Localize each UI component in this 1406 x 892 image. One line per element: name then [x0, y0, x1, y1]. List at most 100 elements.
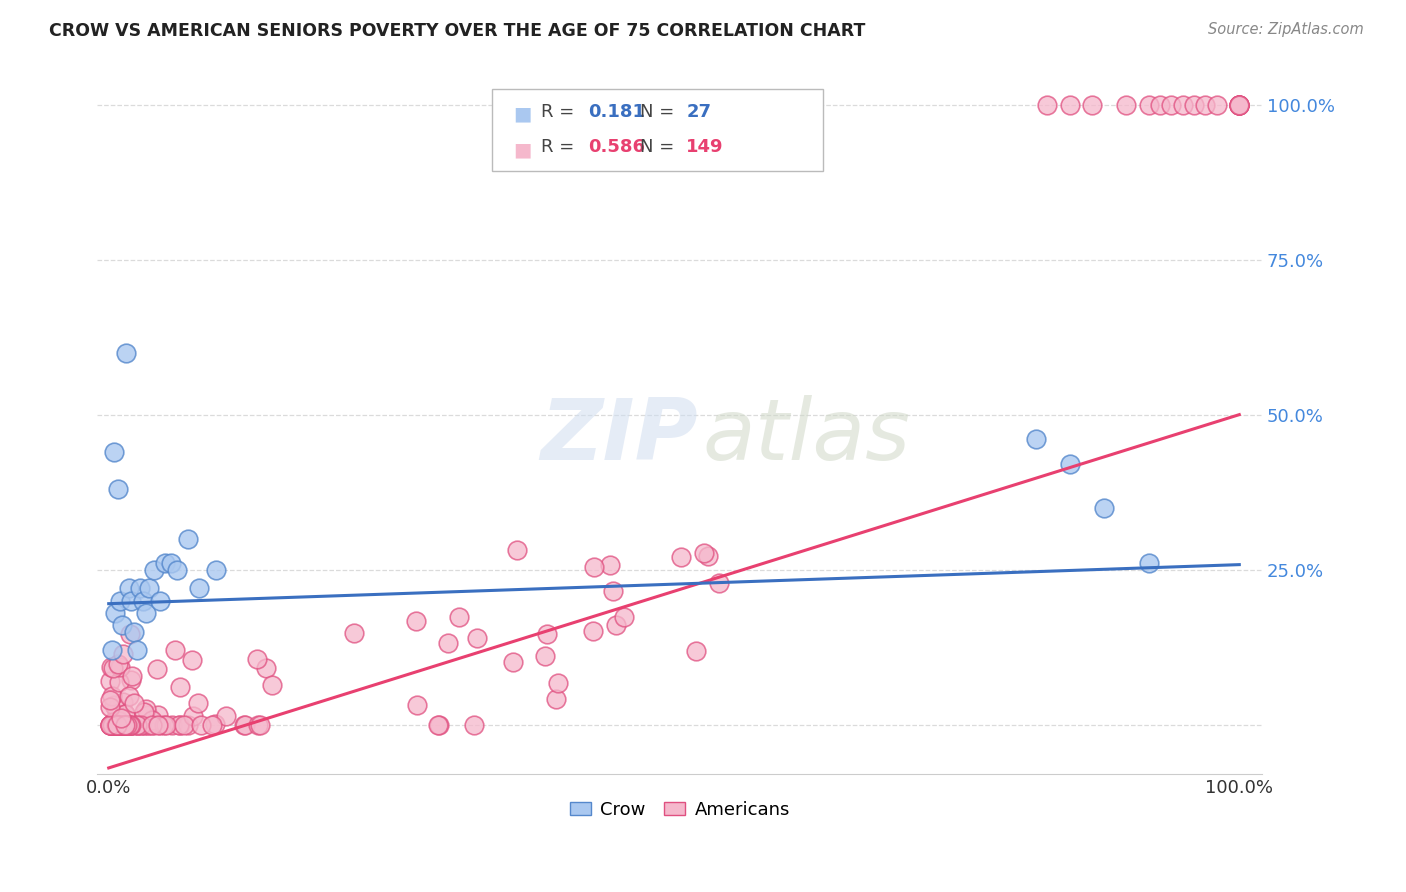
- Point: [114, 345, 136, 359]
- Point: [177, 717, 200, 731]
- Point: [108, 714, 131, 728]
- Point: [685, 644, 707, 658]
- Point: [111, 717, 134, 731]
- Point: [132, 706, 155, 720]
- Text: Source: ZipAtlas.com: Source: ZipAtlas.com: [1208, 22, 1364, 37]
- Point: [112, 647, 135, 661]
- Text: ■: ■: [513, 140, 531, 159]
- Point: [112, 717, 135, 731]
- Point: [671, 549, 693, 564]
- Point: [107, 657, 129, 672]
- Point: [169, 680, 191, 694]
- Point: [599, 558, 621, 572]
- Point: [1182, 97, 1205, 112]
- Point: [1059, 457, 1081, 471]
- Point: [1081, 97, 1104, 112]
- Point: [146, 707, 169, 722]
- Text: ZIP: ZIP: [540, 394, 697, 478]
- Point: [101, 690, 124, 704]
- Point: [1205, 97, 1227, 112]
- Point: [1149, 97, 1171, 112]
- Point: [108, 660, 131, 674]
- Point: [114, 717, 136, 731]
- Point: [101, 717, 124, 731]
- Point: [108, 717, 131, 731]
- Text: N =: N =: [640, 138, 679, 156]
- Text: R =: R =: [541, 138, 581, 156]
- Point: [100, 717, 122, 731]
- Point: [114, 706, 136, 721]
- Point: [105, 717, 128, 731]
- Point: [122, 697, 145, 711]
- Point: [135, 702, 157, 716]
- Point: [118, 581, 141, 595]
- Point: [149, 717, 172, 731]
- Point: [120, 593, 142, 607]
- Point: [107, 717, 129, 731]
- Point: [463, 717, 485, 731]
- Point: [583, 560, 606, 574]
- Point: [204, 717, 226, 731]
- Point: [188, 581, 211, 595]
- Point: [111, 717, 134, 731]
- Point: [426, 717, 449, 731]
- Point: [117, 717, 139, 731]
- Point: [110, 717, 132, 731]
- Point: [111, 618, 134, 632]
- Point: [103, 698, 125, 712]
- Point: [1160, 97, 1182, 112]
- Point: [1092, 500, 1115, 515]
- Point: [100, 660, 122, 674]
- Text: atlas: atlas: [703, 394, 911, 478]
- Point: [142, 563, 165, 577]
- Point: [114, 707, 136, 722]
- Point: [190, 717, 212, 731]
- Point: [114, 717, 136, 731]
- Point: [1194, 97, 1216, 112]
- Point: [1025, 433, 1047, 447]
- Point: [114, 717, 136, 731]
- Point: [101, 714, 124, 729]
- Text: 0.181: 0.181: [588, 103, 645, 120]
- Point: [122, 624, 145, 639]
- Point: [105, 717, 128, 731]
- Point: [169, 717, 191, 731]
- Point: [1137, 557, 1160, 571]
- Point: [136, 707, 159, 722]
- Point: [181, 709, 204, 723]
- Point: [1227, 97, 1250, 112]
- Text: CROW VS AMERICAN SENIORS POVERTY OVER THE AGE OF 75 CORRELATION CHART: CROW VS AMERICAN SENIORS POVERTY OVER TH…: [49, 22, 866, 40]
- Point: [233, 717, 256, 731]
- Point: [98, 674, 121, 689]
- Point: [146, 717, 169, 731]
- Point: [118, 717, 141, 731]
- Point: [427, 717, 450, 731]
- Point: [103, 717, 125, 731]
- Point: [138, 581, 160, 595]
- Point: [693, 546, 716, 560]
- Point: [127, 717, 149, 731]
- Text: 149: 149: [686, 138, 724, 156]
- Point: [134, 717, 156, 731]
- Point: [167, 717, 190, 731]
- Point: [1137, 97, 1160, 112]
- Point: [205, 563, 228, 577]
- Point: [107, 717, 129, 731]
- Point: [98, 717, 121, 731]
- Point: [602, 583, 624, 598]
- Point: [100, 700, 122, 714]
- Point: [247, 717, 270, 731]
- Point: [129, 581, 152, 595]
- Point: [136, 717, 159, 731]
- Point: [405, 615, 427, 629]
- Point: [110, 717, 132, 731]
- Point: [98, 717, 121, 731]
- Point: [122, 717, 145, 731]
- Point: [155, 557, 177, 571]
- Point: [612, 610, 634, 624]
- Point: [582, 624, 605, 638]
- Point: [100, 717, 122, 731]
- Point: [1036, 97, 1059, 112]
- Point: [201, 717, 224, 731]
- Point: [118, 627, 141, 641]
